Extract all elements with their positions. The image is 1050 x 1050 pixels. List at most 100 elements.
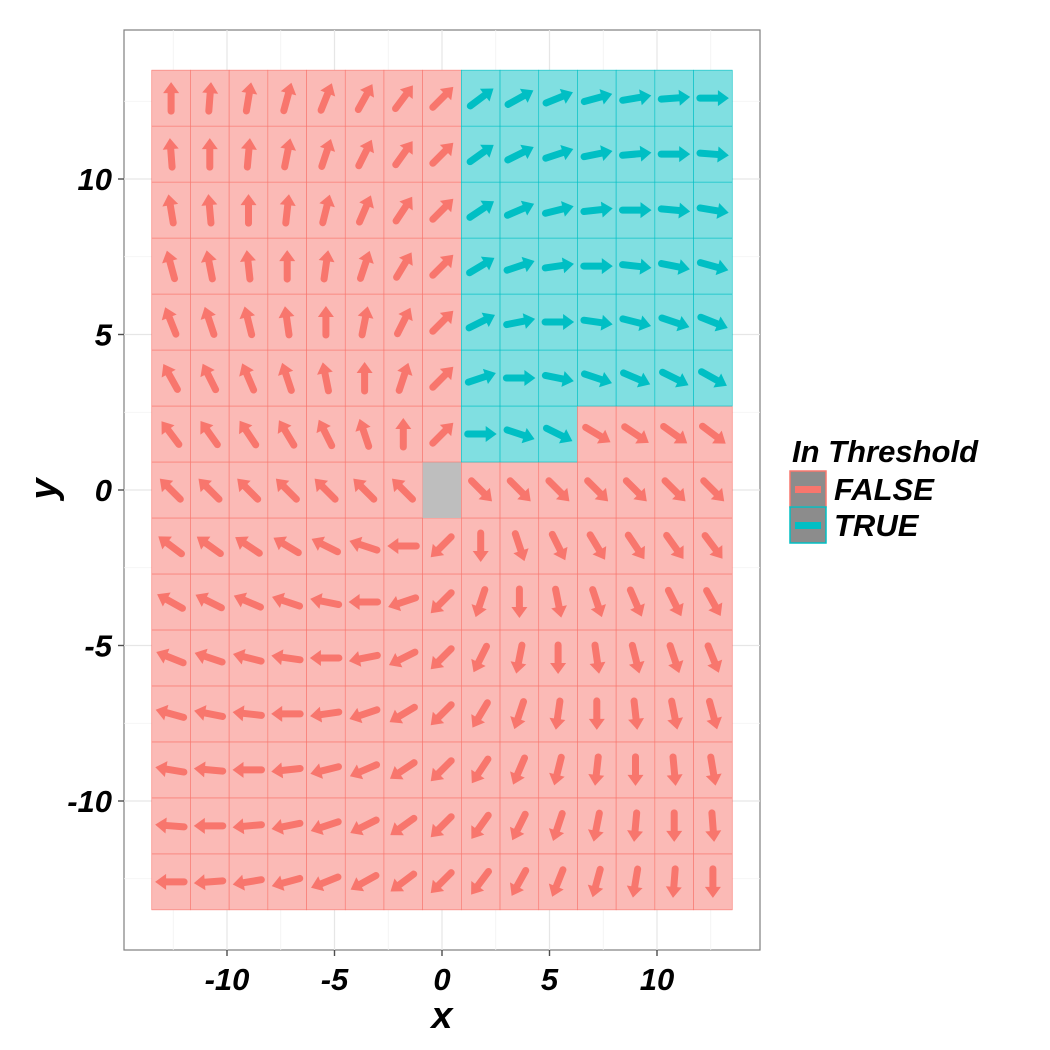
- arrow-head: [240, 194, 257, 206]
- arrow-head: [350, 877, 365, 892]
- vector-arrow: [232, 761, 265, 778]
- arrow-head: [509, 882, 524, 896]
- vector-arrow: [541, 371, 574, 387]
- arrow-head: [708, 602, 723, 616]
- x-tick-label: 0: [433, 962, 450, 997]
- arrow-head: [480, 144, 494, 158]
- vector-arrow: [235, 536, 263, 557]
- arrow-head: [430, 823, 445, 838]
- arrow-head: [155, 704, 169, 721]
- vector-arrow: [232, 874, 265, 891]
- vector-arrow: [198, 478, 223, 503]
- vector-arrow: [239, 250, 256, 283]
- vector-arrow: [193, 874, 227, 891]
- arrow-head: [279, 250, 296, 262]
- vector-arrow: [271, 649, 304, 666]
- vector-arrow: [350, 872, 380, 892]
- vector-arrow: [355, 195, 374, 226]
- arrow-head: [232, 761, 244, 778]
- vector-arrow: [584, 477, 609, 502]
- vector-arrow: [502, 370, 536, 387]
- x-tick-label: 10: [640, 962, 674, 997]
- arrow-head: [358, 250, 374, 264]
- vector-arrow: [348, 651, 381, 667]
- arrow-head: [310, 819, 324, 836]
- arrow-head: [390, 878, 405, 892]
- y-tick-label: 5: [95, 318, 113, 353]
- vector-arrow: [580, 314, 613, 331]
- arrow-head: [156, 648, 170, 664]
- arrow-head: [279, 194, 296, 207]
- arrow-head: [158, 536, 172, 550]
- arrow-head: [390, 822, 404, 836]
- tile: [654, 573, 694, 631]
- arrow-head: [200, 363, 215, 378]
- arrow-head: [481, 312, 496, 327]
- vector-arrow: [195, 592, 225, 612]
- vector-arrow: [589, 586, 606, 618]
- arrow-head: [161, 421, 175, 435]
- y-tick-label: 10: [78, 162, 112, 197]
- arrow-head: [389, 709, 404, 724]
- vector-arrow: [350, 816, 380, 836]
- vector-arrow: [503, 200, 535, 219]
- vector-arrow: [271, 762, 304, 779]
- x-tick-label: -10: [205, 962, 250, 997]
- arrow-head: [510, 771, 525, 785]
- arrow-head: [555, 487, 570, 502]
- vector-arrow: [550, 641, 567, 674]
- arrow-head: [320, 83, 336, 97]
- arrow-head: [271, 649, 284, 666]
- arrow-head: [159, 478, 174, 493]
- arrow-head: [239, 363, 254, 377]
- vector-arrow: [393, 307, 413, 338]
- x-axis-title: x: [429, 995, 454, 1037]
- vector-arrow: [626, 865, 643, 898]
- arrow-head: [640, 202, 652, 219]
- arrow-head: [348, 651, 362, 667]
- arrow-head: [439, 142, 454, 157]
- arrow-head: [310, 593, 323, 609]
- vector-arrow: [194, 705, 227, 721]
- arrow-head: [193, 817, 205, 834]
- arrow-head: [717, 146, 729, 163]
- arrow-head: [471, 881, 485, 895]
- vector-arrow: [310, 818, 342, 836]
- arrow-head: [193, 761, 206, 778]
- vector-arrow: [429, 366, 454, 391]
- arrow-head: [430, 767, 445, 782]
- arrow-head: [666, 830, 683, 842]
- vector-arrow: [355, 139, 374, 170]
- arrows: [155, 82, 729, 898]
- vector-arrow: [699, 422, 726, 444]
- vector-arrow: [430, 757, 455, 782]
- vector-arrow: [356, 362, 373, 395]
- arrow-head: [155, 873, 167, 890]
- arrow-head: [193, 874, 206, 891]
- vector-arrow: [278, 362, 295, 394]
- arrow-head: [430, 655, 445, 670]
- vector-arrow: [349, 706, 381, 724]
- vector-arrow: [542, 144, 574, 162]
- vector-arrow: [272, 592, 304, 610]
- vector-arrow: [355, 418, 373, 450]
- vector-arrow: [155, 873, 188, 890]
- arrow-head: [705, 773, 722, 786]
- arrow-head: [391, 478, 406, 493]
- arrow-head: [511, 606, 528, 618]
- arrow-head: [714, 316, 728, 332]
- vector-arrow: [580, 258, 613, 275]
- vector-arrow: [657, 89, 691, 106]
- vector-arrow: [349, 761, 381, 780]
- arrow-head: [195, 592, 209, 607]
- vector-arrow: [389, 703, 418, 724]
- vector-arrow: [659, 368, 689, 388]
- vector-arrow: [429, 422, 454, 447]
- vector-arrow: [471, 699, 491, 728]
- arrow-head: [630, 603, 645, 617]
- vector-arrow: [549, 753, 565, 786]
- vector-arrow: [587, 809, 604, 842]
- arrow-head: [430, 543, 445, 558]
- arrow-head: [627, 774, 644, 786]
- vector-arrow: [666, 753, 683, 786]
